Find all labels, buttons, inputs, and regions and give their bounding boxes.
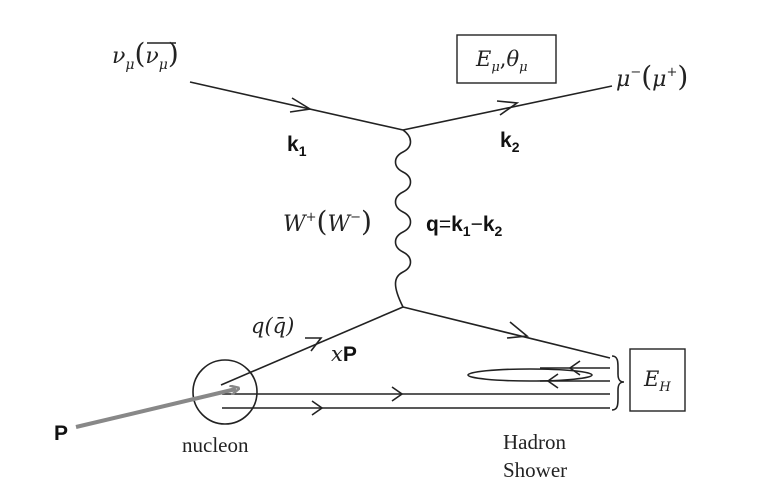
outgoing-muon-label: μ−(μ+) (616, 60, 688, 93)
shower-arrow-2 (546, 373, 559, 389)
incoming-quark-arrow (305, 337, 323, 352)
momentum-transfer-label: q=k1−k2 (426, 213, 503, 239)
outgoing-muon-arrow (496, 100, 520, 116)
hadron-label: Hadron (503, 430, 566, 454)
incoming-quark-line (220, 306, 404, 386)
muon-observables-label: Eμ,θμ (475, 47, 528, 75)
proton-arrow (75, 389, 236, 429)
outgoing-muon-line (402, 85, 613, 131)
outgoing-quark-arrow (506, 321, 529, 339)
w-boson-label: W+(W−) (283, 205, 372, 238)
hadron-energy-box (629, 348, 686, 412)
shower-arrow-1 (568, 360, 581, 376)
incoming-neutrino-arrow (289, 97, 313, 113)
k1-label: k1 (287, 133, 307, 159)
incoming-neutrino-label: νμ(νμ) (112, 37, 179, 73)
proton-label: P (54, 422, 68, 445)
quark-label: q(q̄) (251, 314, 294, 338)
hadron-energy-label: EH (643, 367, 671, 395)
spectator-arrow-2 (311, 400, 324, 416)
spectator-arrow-1 (391, 386, 404, 402)
nucleon-label: nucleon (182, 433, 249, 457)
w-boson-propagator (394, 129, 412, 308)
shower-loop (467, 368, 593, 382)
k2-label: k2 (500, 129, 520, 155)
shower-brace (611, 355, 625, 411)
shower-label: Shower (503, 458, 567, 482)
nucleon-circle (192, 359, 258, 425)
xp-label: xP (331, 342, 357, 366)
outgoing-quark-line (402, 306, 611, 359)
muon-observables-box (456, 34, 557, 84)
incoming-neutrino-line (189, 81, 404, 131)
